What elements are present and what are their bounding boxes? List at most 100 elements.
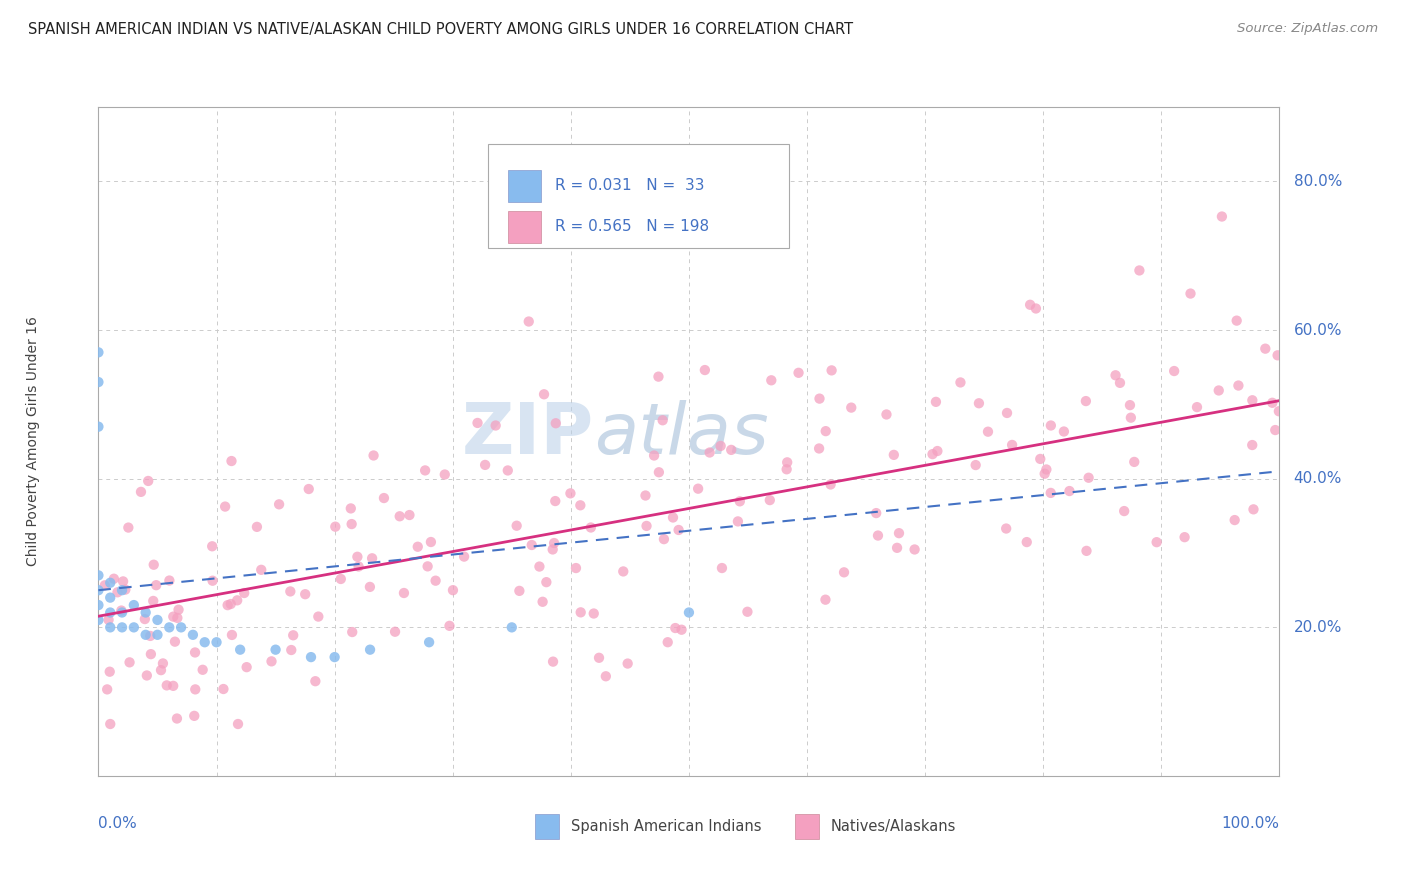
Point [111, 620, 134, 634]
Point [162, 679, 184, 693]
Point [129, 484, 152, 499]
Text: 0.0%: 0.0% [98, 816, 138, 831]
Point [418, 635, 440, 649]
Point [536, 575, 558, 590]
Point [1267, 348, 1289, 362]
Point [87, 583, 110, 598]
Point [531, 595, 554, 609]
Point [569, 498, 592, 512]
Point [122, 620, 145, 634]
Point [183, 709, 205, 723]
Point [346, 549, 368, 564]
Point [111, 606, 134, 620]
Point [87, 598, 110, 612]
Point [398, 508, 420, 522]
Point [278, 584, 301, 599]
Point [98, 591, 121, 605]
Point [1185, 400, 1208, 414]
Text: Spanish American Indians: Spanish American Indians [571, 819, 761, 834]
Point [392, 586, 415, 600]
Point [967, 396, 990, 410]
Point [340, 501, 363, 516]
Point [1119, 398, 1142, 412]
Point [87, 613, 110, 627]
Text: Child Poverty Among Girls Under 16: Child Poverty Among Girls Under 16 [27, 317, 41, 566]
Point [163, 634, 186, 648]
Point [544, 416, 567, 430]
Point [150, 663, 173, 677]
Point [533, 387, 555, 401]
Point [541, 655, 564, 669]
Point [1241, 438, 1264, 452]
Point [508, 583, 530, 598]
Point [1109, 376, 1132, 390]
Point [359, 580, 381, 594]
Point [323, 650, 346, 665]
Point [205, 635, 228, 649]
Point [720, 442, 742, 457]
Text: 20.0%: 20.0% [1294, 620, 1341, 635]
Point [269, 497, 291, 511]
Point [135, 628, 157, 642]
Point [361, 551, 384, 566]
Point [776, 455, 799, 469]
Text: 80.0%: 80.0% [1294, 174, 1341, 189]
Point [166, 712, 188, 726]
Point [569, 605, 592, 619]
Point [588, 650, 610, 665]
Point [925, 395, 948, 409]
FancyBboxPatch shape [796, 814, 818, 838]
Point [814, 424, 837, 438]
Point [111, 583, 134, 598]
Text: Natives/Alaskans: Natives/Alaskans [831, 819, 956, 834]
Point [808, 442, 831, 456]
Point [496, 463, 519, 477]
Point [1025, 301, 1047, 316]
Point [166, 611, 188, 625]
Point [728, 494, 751, 508]
Point [1029, 451, 1052, 466]
Point [145, 578, 167, 592]
Point [737, 605, 759, 619]
Text: R = 0.565   N = 198: R = 0.565 N = 198 [555, 219, 710, 235]
Point [94, 578, 117, 592]
Point [136, 474, 159, 488]
Point [648, 465, 671, 479]
Point [775, 462, 797, 476]
Point [582, 607, 605, 621]
Point [1119, 410, 1142, 425]
Point [1211, 210, 1233, 224]
Point [433, 467, 456, 482]
Point [117, 520, 139, 534]
Point [678, 606, 700, 620]
Point [1180, 286, 1202, 301]
Point [246, 520, 269, 534]
Point [98, 665, 121, 679]
Point [329, 572, 352, 586]
Point [298, 482, 321, 496]
Point [184, 682, 207, 697]
Point [616, 657, 638, 671]
Point [814, 592, 837, 607]
Point [1001, 438, 1024, 452]
Point [671, 623, 693, 637]
Point [949, 376, 972, 390]
Point [1174, 530, 1197, 544]
Point [142, 558, 165, 572]
Point [832, 566, 855, 580]
Point [340, 517, 363, 532]
Point [181, 628, 204, 642]
Point [162, 609, 184, 624]
Point [419, 535, 441, 549]
Point [118, 656, 141, 670]
Point [1053, 425, 1076, 439]
Point [1226, 313, 1249, 327]
Text: atlas: atlas [595, 401, 769, 469]
Point [529, 559, 551, 574]
Point [219, 597, 242, 611]
Point [1059, 483, 1081, 498]
Text: ZIP: ZIP [463, 401, 595, 469]
Point [1264, 423, 1286, 437]
Point [97, 613, 120, 627]
Point [134, 612, 156, 626]
